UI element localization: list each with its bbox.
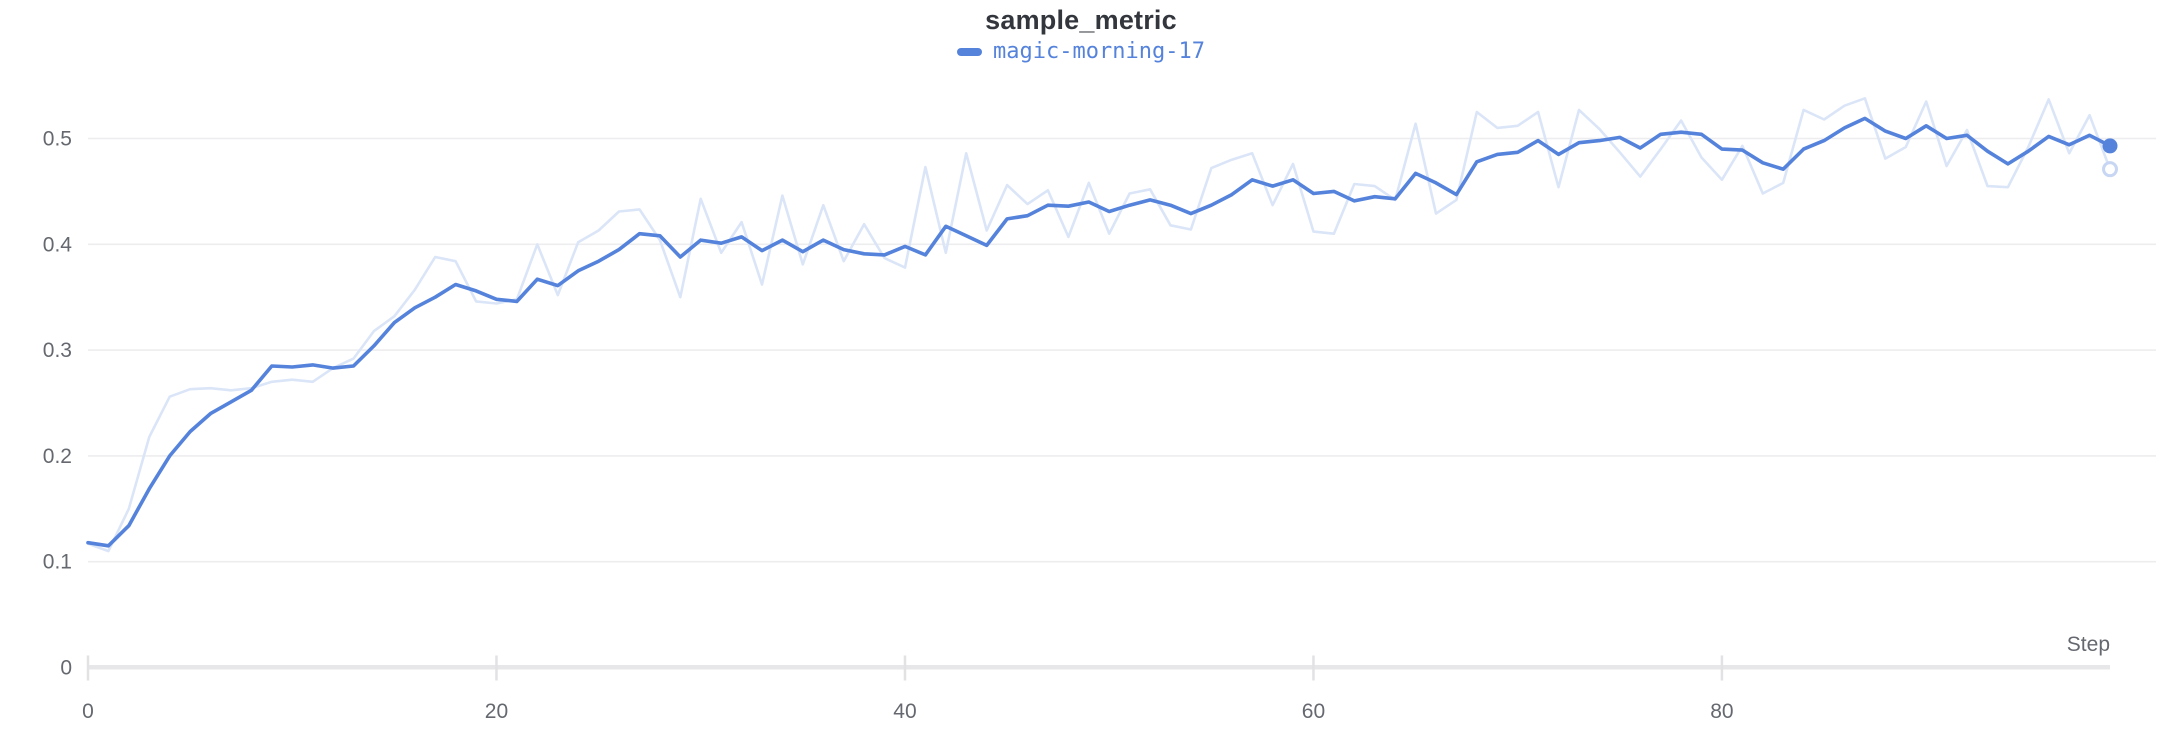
x-tick-mark [495, 655, 498, 681]
y-tick-label: 0.1 [43, 551, 72, 574]
y-tick-label: 0.2 [43, 445, 72, 468]
legend-item-run[interactable]: magic-morning-17 [957, 39, 1205, 64]
y-tick-label: 0.5 [43, 128, 72, 151]
x-tick-label: 40 [893, 700, 916, 723]
x-axis-title: Step [2067, 633, 2110, 656]
x-tick-mark [1312, 655, 1315, 681]
y-tick-label: 0 [60, 657, 72, 680]
x-tick-mark [903, 655, 907, 681]
x-tick-mark [86, 655, 90, 681]
raw-last-point-dot[interactable] [2102, 161, 2118, 178]
y-tick-label: 0.3 [43, 339, 72, 362]
x-tick-label: 20 [485, 700, 508, 723]
x-tick-label: 80 [1710, 700, 1733, 723]
run-name-label: magic-morning-17 [993, 39, 1205, 64]
smoothed-last-point-dot[interactable] [2102, 138, 2118, 154]
run-color-swatch [957, 47, 983, 56]
x-axis-line [88, 665, 2110, 670]
run-line-smoothed[interactable] [86, 116, 2112, 548]
chart-legend: magic-morning-17 [0, 39, 2162, 64]
x-tick-label: 60 [1302, 700, 1325, 723]
x-tick-mark [1720, 655, 1724, 681]
x-tick-label: 0 [82, 700, 94, 723]
y-tick-label: 0.4 [43, 233, 73, 256]
